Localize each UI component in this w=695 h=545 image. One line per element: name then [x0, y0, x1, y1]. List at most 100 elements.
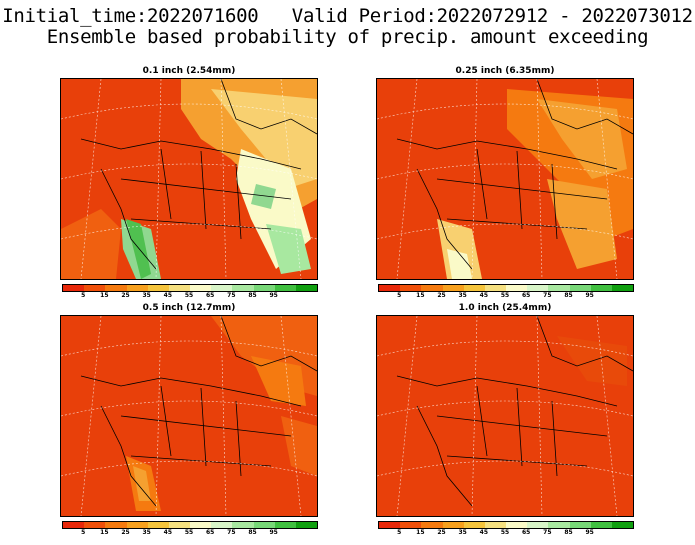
- colorbar-tick-label: 25: [437, 292, 446, 299]
- colorbar-swatch: [548, 522, 570, 528]
- colorbar-swatch: [506, 285, 528, 291]
- colorbar-swatch: [274, 522, 296, 528]
- map-canvas-2: [377, 79, 633, 279]
- colorbar-tick-label: 75: [543, 529, 552, 536]
- colorbar-swatch: [463, 522, 485, 528]
- colorbar-tick-label: 5: [81, 529, 86, 536]
- colorbar-swatch: [590, 285, 612, 291]
- colorbar-swatch: [463, 285, 485, 291]
- map-canvas-1: [61, 79, 317, 279]
- colorbar-tick-label: 15: [416, 529, 425, 536]
- colorbar-tick-label: 95: [269, 292, 278, 299]
- map-panel-2: [376, 78, 634, 280]
- colorbar-swatch: [295, 285, 318, 291]
- colorbar-swatch: [611, 285, 634, 291]
- colorbar-swatch: [527, 285, 549, 291]
- colorbar-swatch: [211, 522, 233, 528]
- colorbar-swatch: [232, 522, 254, 528]
- colorbar-swatch: [569, 522, 591, 528]
- colorbar-tick-label: 5: [397, 292, 402, 299]
- colorbar-tick-label: 15: [100, 292, 109, 299]
- colorbar-tick-label: 85: [248, 529, 257, 536]
- colorbar-swatch: [105, 522, 127, 528]
- colorbar-swatch: [421, 522, 443, 528]
- panel-title-3: 0.5 inch (12.7mm): [142, 303, 236, 313]
- colorbar-swatch: [126, 522, 148, 528]
- colorbar-tick-label: 85: [564, 292, 573, 299]
- colorbar-swatch: [63, 522, 85, 528]
- colorbar-swatch: [253, 522, 275, 528]
- colorbar-tick-label: 85: [248, 292, 257, 299]
- colorbar-tick-label: 15: [416, 292, 425, 299]
- title-line-1: Initial_time:2022071600 Valid Period:202…: [2, 5, 693, 27]
- colorbar-tick-label: 55: [184, 529, 194, 536]
- colorbar-tick-label: 95: [585, 292, 594, 299]
- colorbar-tick-label: 35: [142, 529, 151, 536]
- colorbar-tick-label: 25: [121, 529, 130, 536]
- colorbar-swatch: [190, 285, 212, 291]
- colorbar-swatch: [569, 285, 591, 291]
- colorbar-tick-label: 5: [397, 529, 402, 536]
- colorbar-3: [62, 521, 318, 529]
- colorbar-tick-label: 65: [521, 529, 531, 536]
- colorbar-tick-label: 15: [100, 529, 109, 536]
- colorbar-tick-label: 55: [184, 292, 194, 299]
- colorbar-swatch: [506, 522, 528, 528]
- colorbar-tick-label: 35: [458, 292, 467, 299]
- colorbar-swatch: [421, 285, 443, 291]
- colorbar-tick-label: 65: [521, 292, 531, 299]
- colorbar-tick-label: 85: [564, 529, 573, 536]
- colorbar-tick-label: 45: [163, 292, 173, 299]
- colorbar-ticks-2: 5 15 25 35 45 55 65 75 85 95: [378, 292, 632, 301]
- title-line-2: Ensemble based probability of precip. am…: [46, 26, 649, 48]
- colorbar-swatch: [484, 522, 507, 528]
- colorbar-tick-label: 55: [500, 529, 510, 536]
- colorbar-swatch: [168, 522, 191, 528]
- colorbar-swatch: [190, 522, 212, 528]
- colorbar-tick-label: 75: [227, 292, 236, 299]
- colorbar-swatch: [484, 285, 507, 291]
- colorbar-swatch: [400, 285, 422, 291]
- colorbar-tick-label: 45: [479, 292, 489, 299]
- colorbar-swatch: [168, 285, 191, 291]
- colorbar-swatch: [126, 285, 148, 291]
- colorbar-swatch: [84, 285, 106, 291]
- colorbar-ticks-3: 5 15 25 35 45 55 65 75 85 95: [62, 529, 316, 538]
- colorbar-swatch: [147, 522, 169, 528]
- colorbar-tick-label: 35: [142, 292, 151, 299]
- colorbar-tick-label: 5: [81, 292, 86, 299]
- colorbar-tick-label: 45: [479, 529, 489, 536]
- colorbar-tick-label: 55: [500, 292, 510, 299]
- colorbar-swatch: [274, 285, 296, 291]
- colorbar-ticks-1: 5 15 25 35 45 55 65 75 85 95: [62, 292, 316, 301]
- map-canvas-3: [61, 316, 317, 516]
- colorbar-swatch: [84, 522, 106, 528]
- colorbar-swatch: [527, 522, 549, 528]
- colorbar-swatch: [295, 522, 318, 528]
- colorbar-tick-label: 95: [585, 529, 594, 536]
- colorbar-swatch: [442, 285, 464, 291]
- colorbar-swatch: [147, 285, 169, 291]
- colorbar-swatch: [253, 285, 275, 291]
- colorbar-ticks-4: 5 15 25 35 45 55 65 75 85 95: [378, 529, 632, 538]
- colorbar-1: [62, 284, 318, 292]
- colorbar-swatch: [379, 285, 401, 291]
- colorbar-swatch: [590, 522, 612, 528]
- panel-title-2: 0.25 inch (6.35mm): [455, 66, 555, 76]
- colorbar-tick-label: 25: [121, 292, 130, 299]
- map-panel-1: [60, 78, 318, 280]
- colorbar-tick-label: 25: [437, 529, 446, 536]
- colorbar-swatch: [442, 522, 464, 528]
- colorbar-swatch: [548, 285, 570, 291]
- colorbar-tick-label: 65: [205, 529, 215, 536]
- colorbar-swatch: [63, 285, 85, 291]
- map-panel-3: [60, 315, 318, 517]
- colorbar-swatch: [611, 522, 634, 528]
- colorbar-2: [378, 284, 634, 292]
- panel-title-1: 0.1 inch (2.54mm): [142, 66, 236, 76]
- colorbar-swatch: [232, 285, 254, 291]
- colorbar-tick-label: 65: [205, 292, 215, 299]
- map-canvas-4: [377, 316, 633, 516]
- map-panel-4: [376, 315, 634, 517]
- colorbar-tick-label: 35: [458, 529, 467, 536]
